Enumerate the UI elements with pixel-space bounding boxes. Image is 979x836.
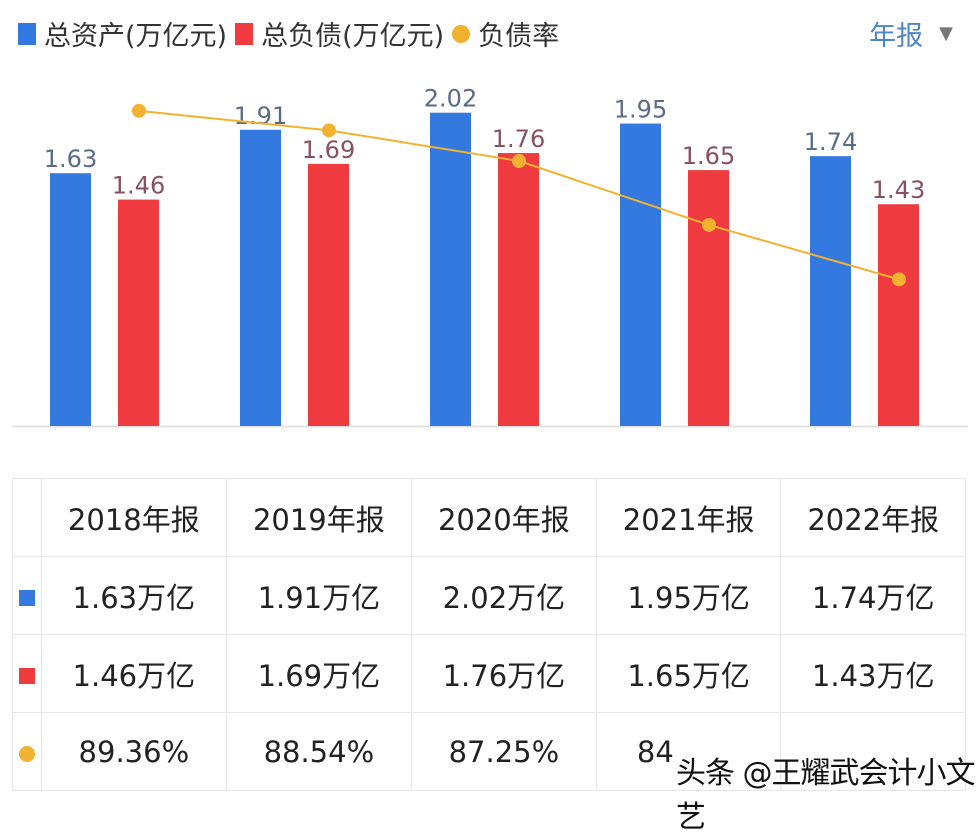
table-cell: 1.65万亿 <box>595 634 782 713</box>
assets-data-label: 1.95 <box>614 96 667 124</box>
table-row-assets: 1.63万亿 1.91万亿 2.02万亿 1.95万亿 1.74万亿 <box>12 556 966 635</box>
bar-line-chart: 1.631.912.02 1.951.741.461.69 1.761.651.43 <box>12 85 968 428</box>
table-header-cell: 2019年报 <box>225 478 412 557</box>
assets-bar <box>430 112 471 426</box>
table-cell: 87.25% <box>410 712 597 791</box>
table-marker-cell <box>12 556 42 635</box>
ratio-point <box>512 154 526 169</box>
assets-data-label: 1.74 <box>804 128 857 156</box>
caret-down-icon: ▼ <box>939 23 953 44</box>
table-row-liabilities: 1.46万亿 1.69万亿 1.76万亿 1.65万亿 1.43万亿 <box>12 634 966 713</box>
liabilities-data-label: 1.76 <box>492 125 545 153</box>
assets-bar <box>50 173 91 426</box>
table-marker-cell <box>12 712 42 791</box>
table-header-cell: 2020年报 <box>410 478 597 557</box>
assets-swatch-icon <box>18 22 36 45</box>
data-table: 2018年报 2019年报 2020年报 2021年报 2022年报 1.63万… <box>12 478 966 791</box>
liabilities-bar <box>498 153 539 426</box>
table-cell: 1.91万亿 <box>225 556 412 635</box>
liabilities-bar <box>688 170 729 426</box>
chart-legend: 总资产(万亿元) 总负债(万亿元) 负债率 <box>18 14 567 53</box>
table-cell: 88.54% <box>225 712 412 791</box>
table-cell: 1.95万亿 <box>595 556 782 635</box>
liabilities-bar <box>308 163 349 426</box>
ratio-point <box>322 123 336 138</box>
table-cell: 1.63万亿 <box>40 556 227 635</box>
ratio-point <box>892 272 906 287</box>
legend-ratio-label: 负债率 <box>478 21 560 52</box>
table-marker-cell <box>12 634 42 713</box>
orange-dot-icon <box>18 745 35 762</box>
table-header-row: 2018年报 2019年报 2020年报 2021年报 2022年报 <box>12 478 966 557</box>
table-cell: 2.02万亿 <box>410 556 597 635</box>
legend-item-assets[interactable]: 总资产(万亿元) <box>18 14 227 53</box>
assets-bar <box>240 129 281 426</box>
table-header-cell: 2021年报 <box>595 478 782 557</box>
watermark: 头条 @王耀武会计小文艺 <box>676 756 976 835</box>
legend-liabilities-label: 总负债(万亿元) <box>261 21 445 52</box>
table-cell: 1.43万亿 <box>780 634 966 713</box>
table-corner-cell <box>12 478 42 557</box>
assets-data-label: 1.63 <box>44 145 97 173</box>
liabilities-data-label: 1.69 <box>302 136 355 164</box>
table-cell: 1.76万亿 <box>410 634 597 713</box>
legend-item-ratio[interactable]: 负债率 <box>452 14 559 53</box>
red-square-icon <box>18 667 35 684</box>
table-header-cell: 2018年报 <box>40 478 227 557</box>
liabilities-data-label: 1.65 <box>682 142 735 170</box>
table-header-cell: 2022年报 <box>780 478 966 557</box>
table-cell: 1.46万亿 <box>40 634 227 713</box>
liabilities-bar <box>118 199 159 426</box>
table-cell-text: 84 <box>636 734 674 769</box>
ratio-point <box>132 103 146 118</box>
table-cell <box>780 712 966 791</box>
table-cell: 84 <box>595 712 782 791</box>
assets-bar <box>620 123 661 426</box>
table-row-ratio: 89.36% 88.54% 87.25% 84 <box>12 712 966 791</box>
period-selector[interactable]: 年报 ▼ <box>869 14 953 53</box>
ratio-dot-icon <box>452 24 471 43</box>
table-cell: 1.69万亿 <box>225 634 412 713</box>
legend-assets-label: 总资产(万亿元) <box>44 21 228 52</box>
liabilities-bar <box>878 204 919 426</box>
assets-bar <box>810 156 851 427</box>
table-cell: 89.36% <box>40 712 227 791</box>
liabilities-data-label: 1.43 <box>872 176 925 204</box>
liabilities-swatch-icon <box>235 22 254 45</box>
legend-item-liabilities[interactable]: 总负债(万亿元) <box>235 14 444 53</box>
ratio-point <box>702 217 716 232</box>
table-cell: 1.74万亿 <box>780 556 966 635</box>
period-selector-label: 年报 <box>869 21 924 52</box>
liabilities-data-label: 1.46 <box>112 172 165 200</box>
assets-data-label: 2.02 <box>424 85 477 113</box>
blue-square-icon <box>18 589 35 606</box>
